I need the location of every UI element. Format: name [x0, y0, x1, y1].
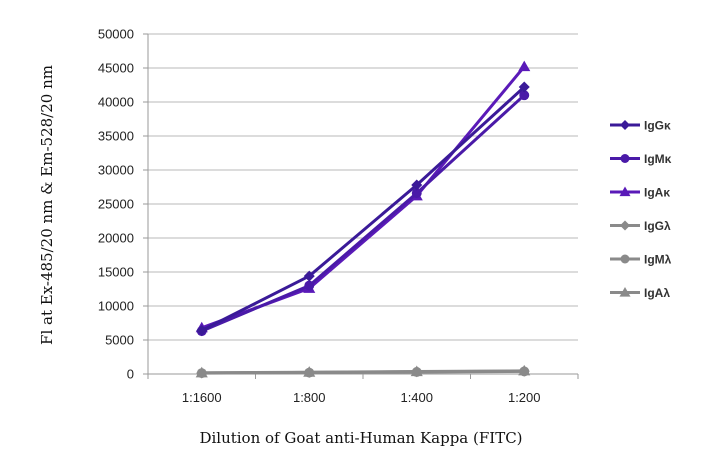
series-line	[200, 85, 526, 332]
legend-marker	[619, 287, 631, 297]
series-line	[200, 65, 526, 330]
y-axis-title: Fl at Ex-485/20 nm & Em-528/20 nm	[38, 65, 56, 345]
data-point	[411, 188, 422, 199]
y-tick-label: 30000	[98, 163, 134, 178]
x-tick-label: 1:400	[400, 390, 433, 405]
legend-label: IgAκ	[644, 186, 670, 200]
y-tick-label: 5000	[105, 333, 134, 348]
x-axis: 1:1600 1:800 1:400 1:200	[147, 373, 579, 405]
legend-label: IgMκ	[644, 152, 672, 166]
y-tick-label: 50000	[98, 27, 134, 42]
x-tick-label: 1:800	[293, 390, 326, 405]
y-tick-label: 45000	[98, 61, 134, 76]
legend-marker	[620, 120, 630, 130]
legend-marker	[619, 186, 631, 197]
series-line	[200, 93, 526, 333]
y-tick-label: 25000	[98, 197, 134, 212]
y-axis: 0 5000 10000 15000 20000 25000 30000 35000 40000…	[98, 27, 149, 382]
data-point	[411, 179, 423, 191]
data-point	[304, 280, 315, 291]
x-axis-title: Dilution of Goat anti-Human Kappa (FITC)	[199, 429, 522, 447]
data-point	[303, 366, 315, 378]
legend: IgGκ IgMκ IgAκ IgGλ IgMλ IgAλ	[610, 119, 672, 300]
legend-marker	[620, 254, 630, 264]
legend-marker	[620, 220, 630, 231]
data-point	[303, 270, 315, 282]
legend-marker	[620, 154, 630, 163]
plot-area	[195, 60, 531, 379]
data-point	[518, 81, 530, 93]
x-tick-label: 1:200	[508, 390, 541, 405]
data-point	[519, 90, 530, 101]
data-point	[196, 367, 208, 379]
data-point	[518, 60, 531, 72]
x-tick-label: 1:1600	[182, 390, 222, 405]
y-tick-label: 15000	[98, 265, 134, 280]
y-tick-label: 40000	[98, 95, 134, 110]
legend-label: IgMλ	[644, 253, 672, 267]
data-point	[196, 324, 208, 336]
y-tick-label: 0	[127, 367, 134, 382]
series-line	[200, 369, 526, 375]
y-tick-label: 35000	[98, 129, 134, 144]
data-point	[411, 366, 423, 378]
y-tick-label: 20000	[98, 231, 134, 246]
legend-label: IgGλ	[644, 219, 671, 233]
data-point	[518, 365, 530, 377]
y-tick-label: 10000	[98, 299, 134, 314]
legend-label: IgAλ	[644, 286, 670, 300]
legend-label: IgGκ	[644, 119, 671, 133]
